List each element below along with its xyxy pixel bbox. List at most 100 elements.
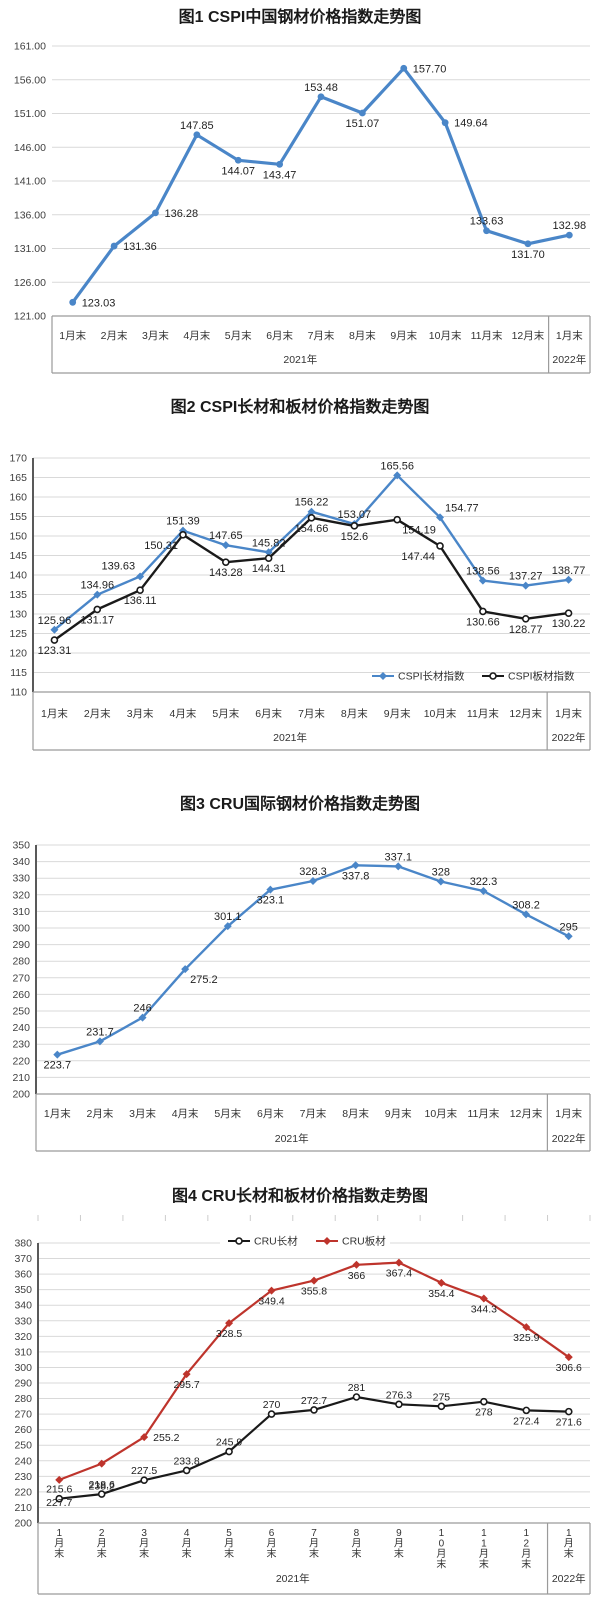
- value-label: 138.77: [552, 565, 586, 577]
- y-axis-tick-label: 240: [12, 1022, 30, 1034]
- x-axis-tick-label: 5月末: [225, 329, 252, 342]
- value-label: 153.48: [304, 82, 338, 94]
- value-label: 227.7: [46, 1497, 72, 1509]
- x-axis-tick-label: 1月末: [44, 1107, 71, 1120]
- y-axis-tick-label: 320: [12, 889, 30, 901]
- y-axis-tick-label: 126.00: [14, 277, 46, 289]
- y-axis-tick-label: 350: [14, 1284, 32, 1296]
- point-marker: [95, 1037, 104, 1046]
- x-axis-tick-label: 3月末: [142, 329, 169, 342]
- value-label: 154.77: [445, 502, 479, 514]
- x-axis-tick-label: 3月末: [127, 707, 154, 720]
- x-axis-tick-label: 1月末: [556, 329, 583, 342]
- y-axis-tick-label: 340: [12, 856, 30, 868]
- value-label: 218.6: [89, 1479, 115, 1491]
- point-marker: [267, 1410, 276, 1418]
- y-axis-tick-label: 170: [9, 453, 27, 465]
- y-axis-tick-label: 150: [9, 531, 27, 543]
- value-label: 131.70: [511, 249, 545, 261]
- point-marker: [235, 1237, 243, 1245]
- x-axis-tick-label: 11月末: [471, 329, 503, 342]
- y-axis-tick-label: 156.00: [14, 74, 46, 86]
- x-axis-tick-label: 8月末: [349, 329, 376, 342]
- value-label: 130.66: [466, 616, 500, 628]
- value-label: 227.5: [131, 1465, 157, 1477]
- point-marker: [394, 1258, 403, 1267]
- point-marker: [307, 507, 316, 516]
- point-marker: [152, 209, 159, 217]
- point-marker: [564, 1407, 573, 1416]
- x-axis-tick-label: 1月末: [555, 707, 582, 720]
- y-axis-tick-label: 200: [14, 1518, 32, 1530]
- y-axis-tick-label: 210: [12, 1072, 30, 1084]
- y-axis-tick-label: 136.00: [14, 209, 46, 221]
- point-marker: [483, 227, 490, 235]
- y-axis-tick-label: 250: [12, 1006, 30, 1018]
- year-label: 2022年: [552, 353, 586, 366]
- value-label: 278: [475, 1407, 493, 1419]
- value-label: 295: [560, 921, 578, 933]
- point-marker: [136, 572, 145, 581]
- point-marker: [522, 1323, 531, 1332]
- value-label: 271.6: [556, 1417, 582, 1429]
- chart-3-canvas: 图3 CRU国际钢材价格指数走势图 200 210 220 230 240 250 260 27…: [12, 794, 591, 1152]
- x-axis-tick-label: 3月末: [129, 1107, 156, 1120]
- chart-1-cspi-china-steel-price-index: 图1 CSPI中国钢材价格指数走势图 121.00 126.00 131.00 136.…: [0, 0, 600, 385]
- y-axis-tick-label: 350: [12, 840, 30, 852]
- x-axis-tick-label: 9月末: [384, 707, 411, 720]
- point-marker: [221, 541, 230, 550]
- y-axis-tick-label: 220: [12, 1055, 30, 1067]
- y-axis-tick-label: 130: [9, 609, 27, 621]
- point-marker: [140, 1433, 149, 1442]
- value-label: 123.03: [82, 297, 116, 309]
- x-axis-tick-label: 4月末: [172, 1107, 199, 1120]
- value-label: 144.07: [221, 165, 255, 177]
- y-axis-tick-label: 330: [14, 1315, 32, 1327]
- point-marker: [564, 609, 573, 617]
- y-axis-tick-label: 230: [14, 1471, 32, 1483]
- value-label: 323.1: [257, 895, 285, 907]
- value-label: 153.07: [338, 509, 372, 521]
- y-axis-tick-label: 300: [12, 923, 30, 935]
- y-axis-tick-label: 270: [12, 972, 30, 984]
- x-axis-tick-label: 1月末: [555, 1107, 582, 1120]
- y-axis-tick-label: 161.00: [14, 41, 46, 53]
- value-label: 354.4: [428, 1288, 454, 1300]
- value-label: 275.2: [190, 974, 218, 986]
- year-label: 2022年: [552, 731, 586, 744]
- point-marker: [53, 1050, 62, 1059]
- year-label: 2021年: [283, 353, 317, 366]
- point-marker: [479, 1294, 488, 1303]
- point-marker: [276, 160, 284, 168]
- point-marker: [317, 93, 325, 101]
- point-marker: [307, 514, 316, 522]
- value-label: 132.98: [552, 220, 586, 232]
- value-label: 337.1: [384, 851, 412, 863]
- value-label: 272.4: [513, 1415, 539, 1427]
- value-label: 143.28: [209, 567, 243, 579]
- value-label: 143.47: [263, 169, 297, 181]
- x-axis-tick-label: 7月末: [298, 707, 325, 720]
- point-marker: [441, 119, 449, 127]
- value-label: 322.3: [470, 876, 498, 888]
- chart-2-canvas: 图2 CSPI长材和板材价格指数走势图 110 115 120 125 130 135 140…: [9, 397, 591, 751]
- point-marker: [352, 1393, 361, 1401]
- value-label: 130.22: [552, 618, 586, 630]
- y-axis-tick-label: 200: [12, 1089, 30, 1101]
- point-marker: [222, 558, 230, 567]
- series-line-0: [71, 66, 571, 304]
- chart-title: 图4 CRU长材和板材价格指数走势图: [172, 1186, 428, 1205]
- y-axis-tick-label: 340: [14, 1300, 32, 1312]
- legend-label: CSPI板材指数: [508, 670, 575, 683]
- point-marker: [522, 910, 531, 919]
- x-axis-tick-label: 5月末: [214, 1107, 241, 1120]
- point-marker: [522, 1406, 531, 1415]
- point-marker: [179, 530, 187, 539]
- value-label: 150.31: [144, 540, 178, 552]
